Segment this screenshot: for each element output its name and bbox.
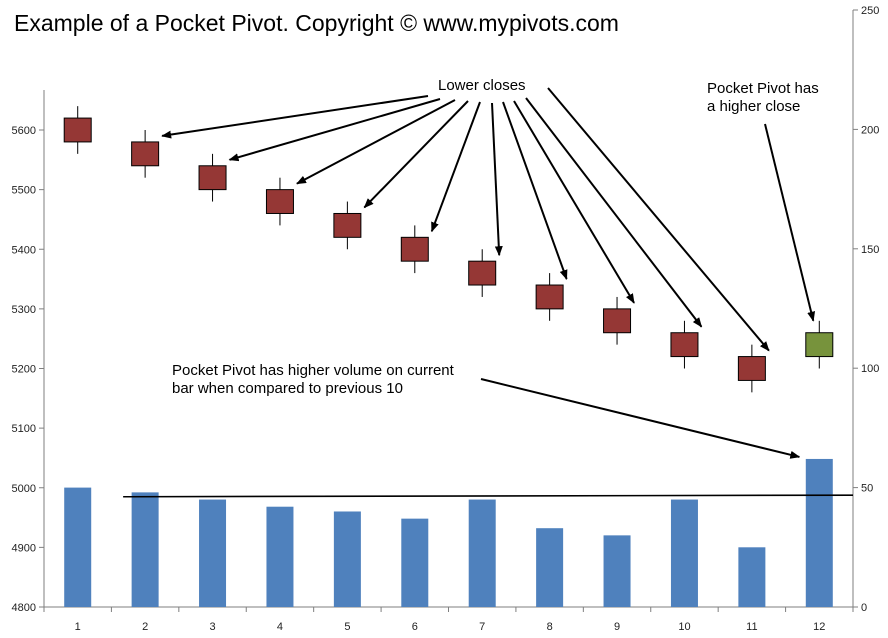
volume-tick-label: 100 bbox=[861, 363, 879, 375]
category-tick-label: 3 bbox=[209, 621, 215, 633]
price-tick-label: 5400 bbox=[12, 244, 36, 256]
annotation-arrow bbox=[228, 98, 441, 162]
axes: 4800490050005100520053005400550056000501… bbox=[12, 5, 880, 633]
volume-bar bbox=[64, 487, 92, 607]
category-tick-label: 4 bbox=[277, 621, 283, 633]
candle-body bbox=[63, 117, 92, 143]
annotation-arrow bbox=[525, 97, 703, 328]
annotation-arrow bbox=[547, 87, 770, 352]
annotation-arrow bbox=[296, 99, 456, 185]
price-tick-label: 5600 bbox=[12, 125, 36, 137]
candle-body bbox=[603, 308, 632, 334]
candle-body bbox=[131, 141, 160, 167]
candle-body bbox=[805, 332, 834, 358]
candle-body bbox=[198, 165, 227, 191]
volume-bar bbox=[468, 499, 496, 607]
annotation-lower-closes: Lower closes bbox=[438, 77, 526, 94]
category-tick-label: 5 bbox=[344, 621, 350, 633]
category-tick-label: 10 bbox=[678, 621, 690, 633]
volume-tick-label: 0 bbox=[861, 602, 867, 614]
price-tick-label: 4800 bbox=[12, 602, 36, 614]
volume-bar bbox=[401, 518, 429, 607]
volume-tick-label: 150 bbox=[861, 244, 879, 256]
annotation-arrow bbox=[430, 101, 481, 233]
volume-reference-line bbox=[123, 494, 854, 498]
candlesticks bbox=[63, 106, 834, 393]
volume-bar bbox=[738, 547, 766, 607]
chart-title: Example of a Pocket Pivot. Copyright © w… bbox=[14, 10, 619, 36]
annotation-higher-volume: bar when compared to previous 10 bbox=[172, 380, 403, 397]
volume-bar bbox=[670, 499, 698, 607]
volume-bar bbox=[199, 499, 227, 607]
volume-tick-label: 250 bbox=[861, 5, 879, 17]
volume-tick-label: 200 bbox=[861, 124, 879, 136]
volume-bar bbox=[805, 458, 833, 607]
annotation-arrow bbox=[161, 95, 429, 139]
category-tick-label: 1 bbox=[75, 621, 81, 633]
annotation-higher-volume: Pocket Pivot has higher volume on curren… bbox=[172, 362, 455, 379]
annotation-higher-close: a higher close bbox=[707, 98, 800, 115]
candle-body bbox=[737, 356, 766, 381]
category-tick-label: 2 bbox=[142, 621, 148, 633]
price-tick-label: 5100 bbox=[12, 423, 36, 435]
candle-body bbox=[333, 212, 362, 238]
category-tick-label: 11 bbox=[746, 621, 757, 633]
annotation-higher-close: Pocket Pivot has bbox=[707, 80, 819, 97]
volume-bar bbox=[131, 492, 159, 607]
category-tick-label: 6 bbox=[412, 621, 418, 633]
candle-body bbox=[400, 236, 429, 262]
annotation-arrow bbox=[764, 123, 816, 322]
volume-tick-label: 50 bbox=[861, 483, 873, 495]
volume-bar bbox=[603, 535, 631, 607]
volume-bar bbox=[333, 511, 361, 607]
category-tick-label: 8 bbox=[547, 621, 553, 633]
category-tick-label: 7 bbox=[479, 621, 485, 633]
annotation-arrow bbox=[363, 100, 469, 209]
candle-body bbox=[670, 332, 699, 358]
price-tick-label: 4900 bbox=[12, 542, 36, 554]
category-tick-label: 9 bbox=[614, 621, 620, 633]
annotation-arrow bbox=[491, 102, 503, 257]
annotation-arrow bbox=[513, 100, 635, 304]
candle-body bbox=[265, 189, 294, 214]
price-tick-label: 5500 bbox=[12, 185, 36, 197]
volume-bars bbox=[64, 458, 854, 607]
volume-bar bbox=[266, 506, 294, 607]
candle-body bbox=[468, 260, 497, 286]
category-tick-label: 12 bbox=[813, 621, 825, 633]
price-tick-label: 5000 bbox=[12, 483, 36, 495]
annotation-arrow bbox=[502, 101, 568, 280]
volume-bar bbox=[536, 528, 564, 607]
candle-body bbox=[535, 284, 564, 310]
price-tick-label: 5200 bbox=[12, 364, 36, 376]
price-tick-label: 5300 bbox=[12, 304, 36, 316]
annotation-arrow bbox=[480, 378, 801, 459]
